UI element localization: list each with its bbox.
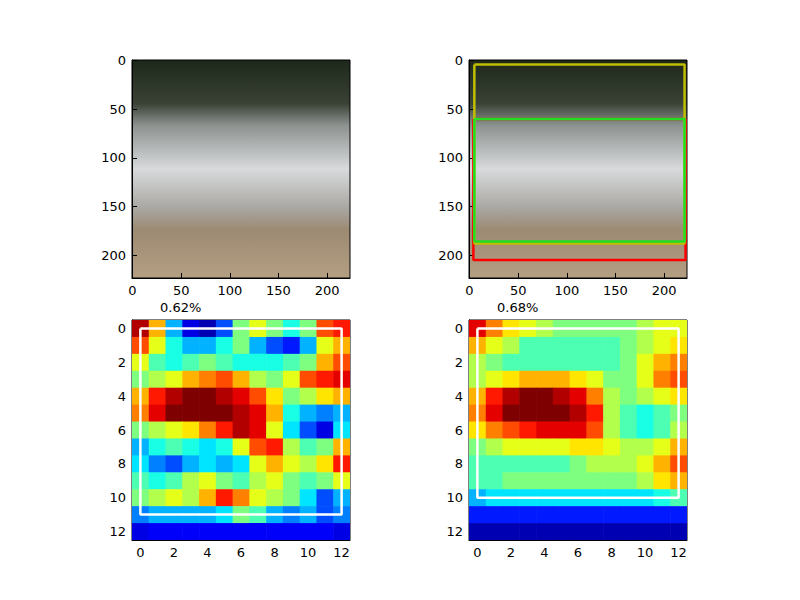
svg-text:0: 0 xyxy=(455,53,463,68)
svg-text:0.68%: 0.68% xyxy=(497,300,538,315)
svg-text:2: 2 xyxy=(507,545,515,560)
svg-text:0: 0 xyxy=(455,321,463,336)
svg-text:200: 200 xyxy=(438,248,463,263)
svg-text:4: 4 xyxy=(118,389,126,404)
svg-text:0: 0 xyxy=(473,545,481,560)
svg-text:2: 2 xyxy=(455,355,463,370)
svg-text:200: 200 xyxy=(652,283,677,298)
svg-text:100: 100 xyxy=(101,150,126,165)
svg-text:100: 100 xyxy=(438,150,463,165)
svg-text:10: 10 xyxy=(446,490,463,505)
svg-text:10: 10 xyxy=(637,545,654,560)
svg-text:200: 200 xyxy=(101,248,126,263)
svg-text:0: 0 xyxy=(118,53,126,68)
svg-text:8: 8 xyxy=(118,456,126,471)
svg-text:0: 0 xyxy=(136,545,144,560)
svg-text:12: 12 xyxy=(446,524,463,539)
svg-text:8: 8 xyxy=(607,545,615,560)
svg-text:6: 6 xyxy=(237,545,245,560)
svg-text:10: 10 xyxy=(300,545,317,560)
svg-text:0: 0 xyxy=(118,321,126,336)
svg-text:200: 200 xyxy=(315,283,340,298)
svg-text:150: 150 xyxy=(603,283,628,298)
svg-text:150: 150 xyxy=(101,199,126,214)
svg-text:8: 8 xyxy=(455,456,463,471)
svg-text:4: 4 xyxy=(540,545,548,560)
svg-text:12: 12 xyxy=(109,524,126,539)
svg-text:4: 4 xyxy=(455,389,463,404)
svg-text:4: 4 xyxy=(203,545,211,560)
svg-text:150: 150 xyxy=(438,199,463,214)
svg-text:2: 2 xyxy=(170,545,178,560)
svg-text:6: 6 xyxy=(118,423,126,438)
svg-text:2: 2 xyxy=(118,355,126,370)
svg-text:50: 50 xyxy=(173,283,190,298)
svg-text:0: 0 xyxy=(128,283,136,298)
svg-text:150: 150 xyxy=(266,283,291,298)
svg-text:12: 12 xyxy=(333,545,350,560)
svg-text:8: 8 xyxy=(270,545,278,560)
svg-text:12: 12 xyxy=(670,545,687,560)
svg-text:50: 50 xyxy=(446,102,463,117)
svg-text:100: 100 xyxy=(554,283,579,298)
svg-text:0.62%: 0.62% xyxy=(160,300,201,315)
svg-text:50: 50 xyxy=(510,283,527,298)
svg-text:100: 100 xyxy=(217,283,242,298)
svg-text:10: 10 xyxy=(109,490,126,505)
svg-text:50: 50 xyxy=(109,102,126,117)
svg-text:6: 6 xyxy=(455,423,463,438)
svg-text:0: 0 xyxy=(465,283,473,298)
svg-text:6: 6 xyxy=(574,545,582,560)
